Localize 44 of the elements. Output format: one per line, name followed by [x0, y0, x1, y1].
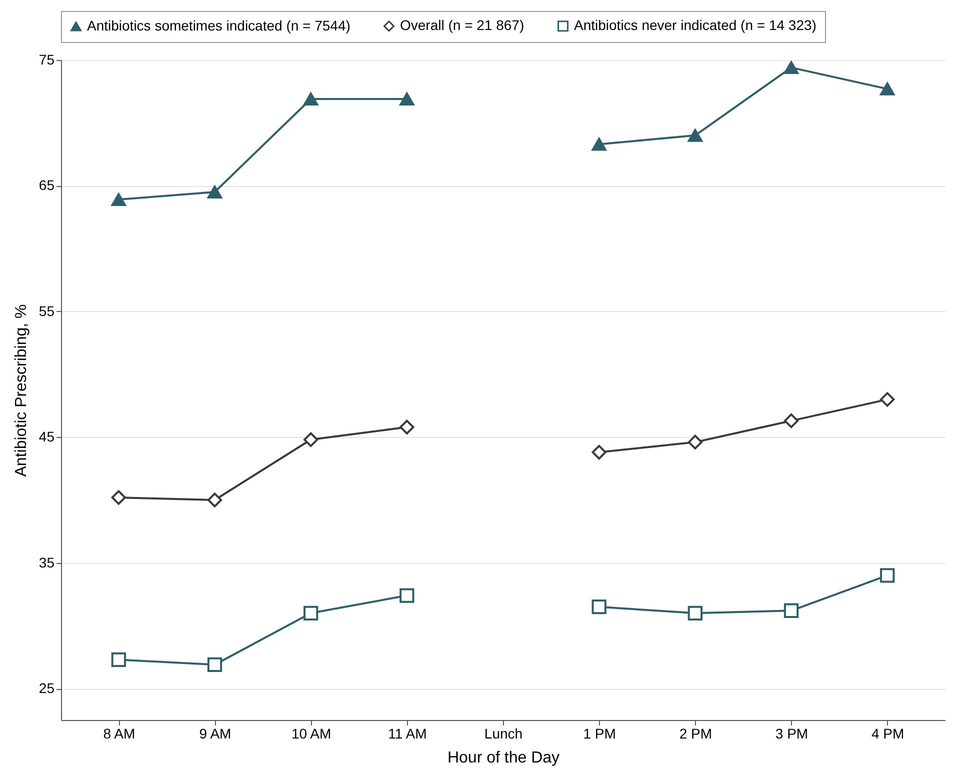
x-tick-label: Lunch: [484, 726, 523, 742]
point: [880, 568, 895, 583]
point: [207, 186, 222, 198]
point: [592, 444, 606, 460]
point: [400, 420, 414, 434]
legend-label: Overall (n = 21 867): [400, 17, 524, 34]
point: [880, 82, 895, 96]
point: [688, 434, 702, 450]
point: [400, 92, 414, 106]
y-axis-title: Antibiotic Prescribing, %: [12, 304, 30, 477]
point: [111, 652, 126, 667]
y-tick-label: 75: [38, 52, 55, 68]
y-tick-label: 65: [38, 177, 55, 194]
y-tick-label: 25: [38, 680, 55, 696]
x-tick-label: 9 AM: [199, 726, 232, 742]
point: [400, 588, 414, 603]
y-tick-label: 35: [38, 554, 55, 570]
point: [592, 138, 606, 151]
x-tick-label: 10 AM: [291, 726, 332, 742]
point: [207, 657, 222, 672]
point: [207, 492, 222, 508]
point: [784, 413, 799, 428]
legend-label: Antibiotics never indicated (n = 14 323): [574, 17, 816, 34]
point: [111, 490, 126, 505]
y-tick-label: 55: [38, 302, 55, 319]
x-axis-title: Hour of the Day: [447, 750, 560, 766]
x-tick-label: 11 AM: [388, 726, 427, 742]
point: [688, 128, 702, 142]
legend-label: Antibiotics sometimes indicated (n = 7544): [87, 17, 350, 34]
point: [784, 603, 799, 618]
point: [304, 92, 318, 106]
point: [784, 61, 799, 74]
point: [592, 600, 606, 614]
y-tick-label: 45: [38, 428, 55, 445]
x-tick-label: 2 PM: [679, 726, 712, 742]
point: [304, 432, 318, 447]
point: [688, 606, 702, 620]
x-tick-label: 1 PM: [583, 726, 616, 742]
x-tick-label: 8 AM: [103, 726, 136, 742]
point: [111, 193, 126, 206]
x-tick-label: 3 PM: [775, 726, 808, 742]
point: [304, 606, 318, 620]
x-tick-label: 4 PM: [872, 726, 904, 742]
point: [880, 392, 895, 407]
